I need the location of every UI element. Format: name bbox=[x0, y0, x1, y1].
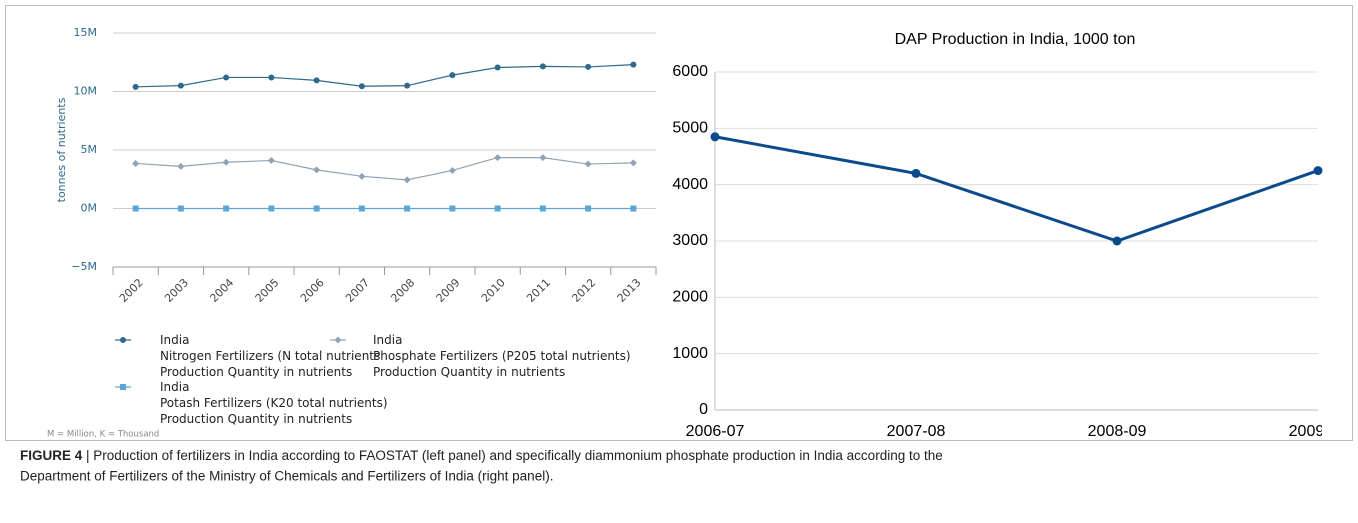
data-point bbox=[268, 74, 275, 81]
series-line bbox=[135, 63, 634, 88]
clip-edge bbox=[1322, 420, 1352, 440]
y-tick-label: 0M bbox=[81, 202, 98, 215]
y-tick-label: 4000 bbox=[672, 176, 708, 193]
data-point bbox=[585, 63, 592, 70]
series-line bbox=[135, 157, 634, 181]
data-point bbox=[494, 154, 502, 162]
data-point bbox=[630, 61, 637, 68]
caption-line: FIGURE 4 | Production of fertilizers in … bbox=[20, 448, 943, 463]
data-point bbox=[120, 384, 126, 390]
data-point bbox=[132, 159, 140, 167]
x-tick-label: 2012 bbox=[569, 276, 598, 305]
y-tick-label: 15M bbox=[74, 26, 98, 39]
data-point bbox=[313, 166, 321, 174]
x-tick-label: 2008 bbox=[388, 276, 417, 305]
y-tick-label: 3000 bbox=[672, 232, 708, 249]
data-point bbox=[223, 74, 230, 81]
data-point bbox=[177, 82, 184, 89]
x-tick-label: 2011 bbox=[524, 276, 553, 305]
x-tick-label: 2006 bbox=[298, 276, 327, 305]
x-tick-label: 2007-08 bbox=[887, 423, 946, 440]
x-tick-label: 2002 bbox=[117, 276, 146, 305]
x-tick-label: 2005 bbox=[253, 276, 282, 305]
data-point bbox=[403, 176, 411, 184]
y-axis-label: tonnes of nutrients bbox=[55, 97, 68, 202]
y-tick-label: −5M bbox=[71, 260, 97, 273]
data-point bbox=[1313, 166, 1323, 176]
data-point bbox=[132, 83, 139, 90]
data-point bbox=[268, 205, 275, 212]
data-point bbox=[222, 158, 230, 166]
y-tick-label: 5000 bbox=[672, 120, 708, 137]
x-tick-label: 2006-07 bbox=[686, 423, 745, 440]
data-point bbox=[539, 63, 546, 70]
y-tick-label: 2000 bbox=[672, 289, 708, 306]
data-point bbox=[710, 132, 720, 142]
data-point bbox=[313, 77, 320, 84]
data-point bbox=[132, 205, 139, 212]
data-point bbox=[177, 205, 184, 212]
x-tick-label: 2003 bbox=[162, 276, 191, 305]
figure-frame bbox=[5, 5, 1353, 441]
caption-text: | Production of fertilizers in India acc… bbox=[86, 448, 943, 463]
data-point bbox=[629, 159, 637, 167]
data-point bbox=[358, 83, 365, 90]
x-tick-label: 2007 bbox=[343, 276, 372, 305]
data-point bbox=[449, 205, 456, 212]
data-point bbox=[539, 154, 547, 162]
x-tick-label: 2010 bbox=[479, 276, 508, 305]
x-tick-label: 2004 bbox=[207, 276, 236, 305]
chart-note: M = Million, K = Thousand bbox=[47, 430, 159, 440]
chart-title: DAP Production in India, 1000 ton bbox=[895, 31, 1136, 48]
data-point bbox=[404, 82, 411, 89]
data-point bbox=[1112, 236, 1122, 246]
legend-label: India Potash Fertilizers (K20 total nutri… bbox=[160, 380, 388, 426]
y-tick-label: 6000 bbox=[672, 63, 708, 80]
y-tick-label: 1000 bbox=[672, 345, 708, 362]
series-line bbox=[714, 135, 1319, 243]
data-point bbox=[449, 72, 456, 79]
y-tick-label: 0 bbox=[699, 401, 708, 418]
caption-text: Department of Fertilizers of the Ministr… bbox=[20, 469, 553, 484]
data-point bbox=[585, 205, 592, 212]
data-point bbox=[630, 205, 637, 212]
data-point bbox=[358, 172, 366, 180]
data-point bbox=[267, 157, 275, 165]
data-point bbox=[911, 168, 921, 178]
data-point bbox=[313, 205, 320, 212]
caption-label: FIGURE 4 bbox=[20, 448, 83, 463]
data-point bbox=[334, 336, 342, 344]
legend-label: India Phosphate Fertilizers (P205 total n… bbox=[373, 333, 631, 379]
data-point bbox=[404, 205, 411, 212]
data-point bbox=[494, 64, 501, 71]
data-point bbox=[539, 205, 546, 212]
data-point bbox=[223, 205, 230, 212]
data-point bbox=[494, 205, 501, 212]
x-tick-label: 2009 bbox=[434, 276, 463, 305]
data-point bbox=[584, 160, 592, 168]
x-tick-label: 2013 bbox=[615, 276, 644, 305]
y-tick-label: 10M bbox=[74, 85, 98, 98]
data-point bbox=[177, 162, 185, 170]
y-tick-label: 5M bbox=[81, 143, 98, 156]
legend-label: India Nitrogen Fertilizers (N total nutri… bbox=[160, 333, 380, 379]
data-point bbox=[358, 205, 365, 212]
data-point bbox=[120, 337, 126, 343]
x-tick-label: 2008-09 bbox=[1088, 423, 1147, 440]
data-point bbox=[448, 166, 456, 174]
